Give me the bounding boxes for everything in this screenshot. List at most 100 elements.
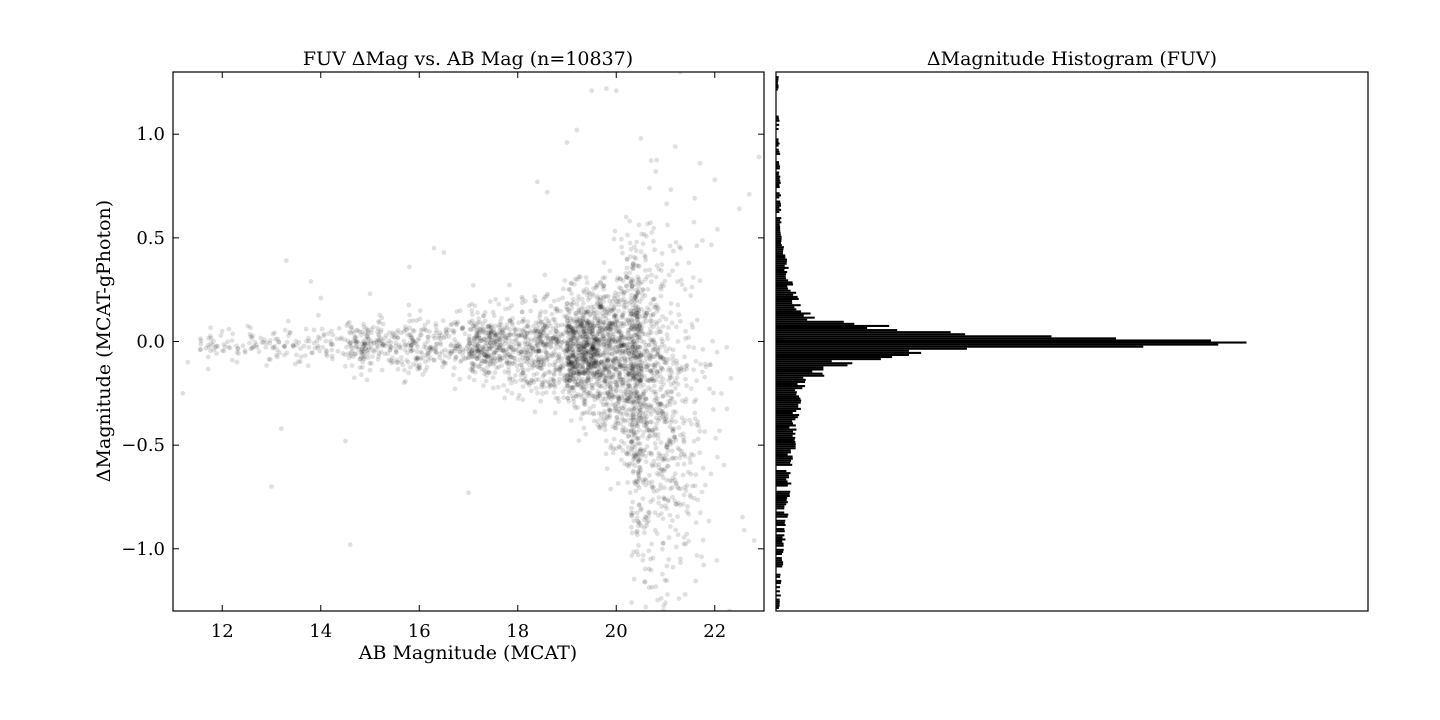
scatter-point [509,390,515,396]
scatter-point [418,349,424,354]
scatter-point [586,393,592,399]
scatter-point [570,349,576,355]
scatter-point [660,467,666,473]
scatter-point [593,341,599,347]
histogram-bar [776,424,796,427]
scatter-point [481,352,487,357]
scatter-point [355,328,361,333]
scatter-point [484,334,490,339]
scatter-point [679,364,685,370]
scatter-point [613,367,618,373]
scatter-point [562,374,568,379]
scatter-point [672,498,678,504]
scatter-point [608,326,613,332]
scatter-point [491,351,497,357]
scatter-point [669,370,675,375]
scatter-point [612,344,618,350]
scatter-point [574,347,580,352]
scatter-point [601,329,606,335]
scatter-point [414,349,420,355]
scatter-point [609,351,615,357]
scatter-point [290,343,296,348]
scatter-point [550,335,556,341]
histogram-bar [776,380,806,383]
scatter-point [474,356,480,361]
scatter-point [607,384,613,390]
scatter-point [505,354,511,360]
scatter-point [441,250,447,255]
scatter-point [639,338,644,344]
scatter-point [674,501,679,507]
scatter-point [565,362,571,368]
scatter-point [658,482,663,488]
scatter-point [504,360,509,366]
scatter-point [605,351,611,357]
scatter-point [293,338,299,344]
scatter-point [493,348,499,353]
scatter-point [405,359,411,365]
scatter-point [636,334,642,339]
scatter-point [632,254,637,260]
scatter-point [482,318,488,324]
scatter-point [616,409,622,415]
scatter-point [695,436,701,442]
scatter-point [580,363,586,369]
scatter-point [475,320,481,326]
scatter-point [631,479,637,485]
histogram-bar [776,316,815,319]
scatter-point [387,330,392,335]
scatter-point [388,358,394,363]
scatter-point [625,444,631,450]
y-tick-label: 0.5 [136,228,165,249]
scatter-point [628,399,634,405]
scatter-point [616,444,622,449]
scatter-point [654,308,660,314]
histogram-bar [776,405,799,408]
histogram-bar [776,463,793,466]
scatter-point [527,362,532,368]
scatter-point [588,361,594,367]
scatter-point [700,465,706,471]
scatter-point [632,456,637,461]
scatter-point [378,329,383,335]
histogram-bar [776,395,800,398]
scatter-point [636,471,641,477]
scatter-point [507,344,512,350]
scatter-point [546,384,552,390]
scatter-point [595,310,601,315]
scatter-point [563,361,569,367]
scatter-point [557,345,563,350]
scatter-point [633,363,639,369]
scatter-point [366,336,372,341]
scatter-point [605,366,610,372]
scatter-point [347,542,353,548]
histogram-bar [776,181,781,184]
scatter-point [598,373,604,378]
scatter-point [711,407,716,412]
scatter-point [272,344,278,349]
x-tick-label: 12 [211,621,234,642]
scatter-point [674,324,679,330]
histogram-bar [776,271,788,274]
scatter-point [620,429,626,434]
scatter-point [661,381,667,387]
scatter-point [492,331,498,336]
scatter-point [657,329,663,335]
scatter-point [507,318,513,323]
scatter-point [575,382,580,388]
scatter-point [637,394,643,400]
scatter-point [594,345,600,350]
scatter-point [474,356,479,361]
scatter-point [362,331,368,337]
scatter-point [584,286,589,292]
histogram-bar [776,511,785,514]
scatter-point [648,411,654,417]
scatter-point [538,338,543,344]
scatter-point [607,322,612,328]
scatter-point [623,450,629,456]
scatter-point [528,342,533,348]
scatter-point [345,321,350,326]
scatter-point [491,350,496,356]
scatter-point [362,341,368,346]
scatter-point [655,373,660,379]
